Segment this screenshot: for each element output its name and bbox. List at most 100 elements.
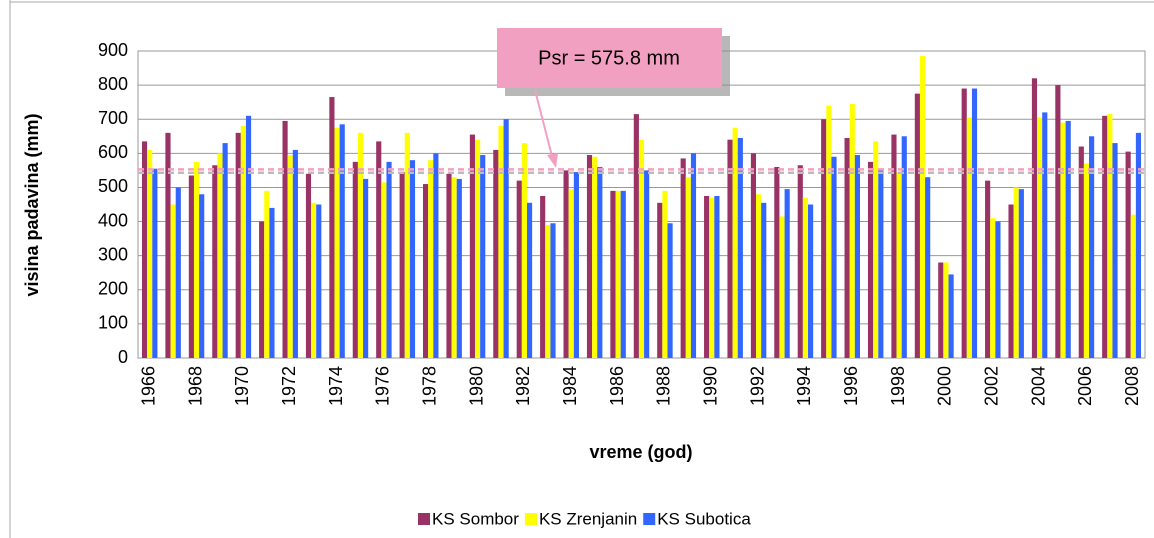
legend-swatch: [418, 513, 430, 525]
bar: [878, 168, 884, 358]
x-tick-label: 1996: [841, 366, 861, 406]
bar: [474, 139, 481, 358]
bar: [329, 97, 335, 359]
annotation-arrow: [534, 89, 554, 161]
bar: [737, 137, 743, 358]
y-tick-label: 800: [98, 74, 128, 94]
bar: [779, 216, 785, 358]
y-axis-label: visina padavina (mm): [22, 113, 42, 296]
bar: [568, 189, 574, 358]
bar: [521, 143, 527, 358]
annotation-arrowhead: [547, 153, 558, 168]
bar: [409, 160, 416, 358]
legend-label: KS Zrenjanin: [539, 509, 637, 528]
x-tick-label: 1966: [138, 366, 158, 406]
bar: [1008, 204, 1014, 358]
bar: [550, 223, 556, 358]
bar: [152, 168, 158, 358]
x-tick-label: 1974: [326, 366, 346, 406]
bar: [357, 132, 364, 358]
bar: [597, 166, 603, 358]
bar: [727, 139, 733, 358]
bar: [1102, 115, 1108, 358]
bar: [212, 165, 218, 358]
y-tick-label: 200: [98, 279, 128, 299]
bar: [217, 153, 223, 358]
bar: [1042, 112, 1048, 359]
bar: [919, 56, 926, 358]
bar: [316, 204, 322, 358]
bar: [222, 143, 228, 358]
bar: [480, 155, 486, 358]
bar: [399, 172, 405, 358]
bar: [352, 161, 358, 358]
bar: [386, 161, 392, 358]
bar: [526, 202, 533, 358]
x-tick-label: 1994: [794, 366, 814, 406]
bar: [240, 126, 246, 359]
bar: [193, 161, 200, 358]
bar: [644, 170, 650, 358]
bar: [709, 197, 715, 358]
x-tick-label: 1988: [654, 366, 674, 406]
bar: [363, 178, 369, 358]
x-tick-label: 2002: [982, 366, 1002, 406]
bar: [493, 149, 499, 358]
bar: [1037, 117, 1043, 359]
bar: [732, 127, 738, 358]
bar: [638, 139, 645, 358]
y-tick-label: 300: [98, 244, 128, 264]
bar: [849, 103, 855, 358]
bar: [985, 180, 991, 358]
bar: [141, 141, 148, 358]
x-tick-label: 2006: [1075, 366, 1095, 406]
bar: [1125, 151, 1131, 358]
x-tick-label: 1976: [373, 366, 393, 406]
x-tick-label: 2004: [1028, 366, 1048, 406]
bar: [264, 190, 270, 358]
bar: [334, 127, 340, 358]
bar: [633, 114, 639, 358]
bar: [761, 202, 767, 358]
x-tick-label: 1984: [560, 366, 580, 406]
bar: [826, 105, 832, 358]
bar: [573, 172, 579, 358]
y-tick-label: 400: [98, 210, 128, 230]
bar: [774, 166, 780, 358]
bar: [545, 224, 551, 358]
bar: [381, 182, 387, 358]
bar: [667, 223, 673, 358]
bar: [802, 197, 809, 358]
bar: [503, 119, 509, 358]
bar: [404, 132, 410, 358]
bar: [873, 141, 879, 358]
bar: [305, 173, 312, 358]
bar: [784, 189, 790, 358]
bar: [750, 153, 757, 358]
x-axis-label: vreme (god): [589, 442, 692, 462]
bar: [147, 149, 153, 358]
bar: [540, 195, 546, 358]
bar: [797, 165, 803, 358]
bar: [756, 194, 762, 358]
bar: [339, 124, 345, 358]
bar: [704, 195, 710, 358]
bar: [1078, 146, 1084, 358]
bar: [901, 136, 907, 358]
bar: [1112, 143, 1118, 358]
bar: [690, 153, 697, 358]
y-tick-label: 0: [118, 347, 128, 367]
bar: [175, 187, 181, 358]
bar: [1060, 122, 1066, 358]
bar: [657, 202, 663, 358]
bar: [282, 120, 288, 358]
bar: [680, 158, 686, 358]
bar: [925, 177, 931, 358]
bar: [516, 180, 522, 358]
bar: [165, 132, 171, 358]
bar: [620, 190, 626, 358]
bar: [451, 177, 457, 358]
bar: [1065, 120, 1071, 358]
bar: [287, 155, 293, 358]
bar: [423, 184, 429, 358]
